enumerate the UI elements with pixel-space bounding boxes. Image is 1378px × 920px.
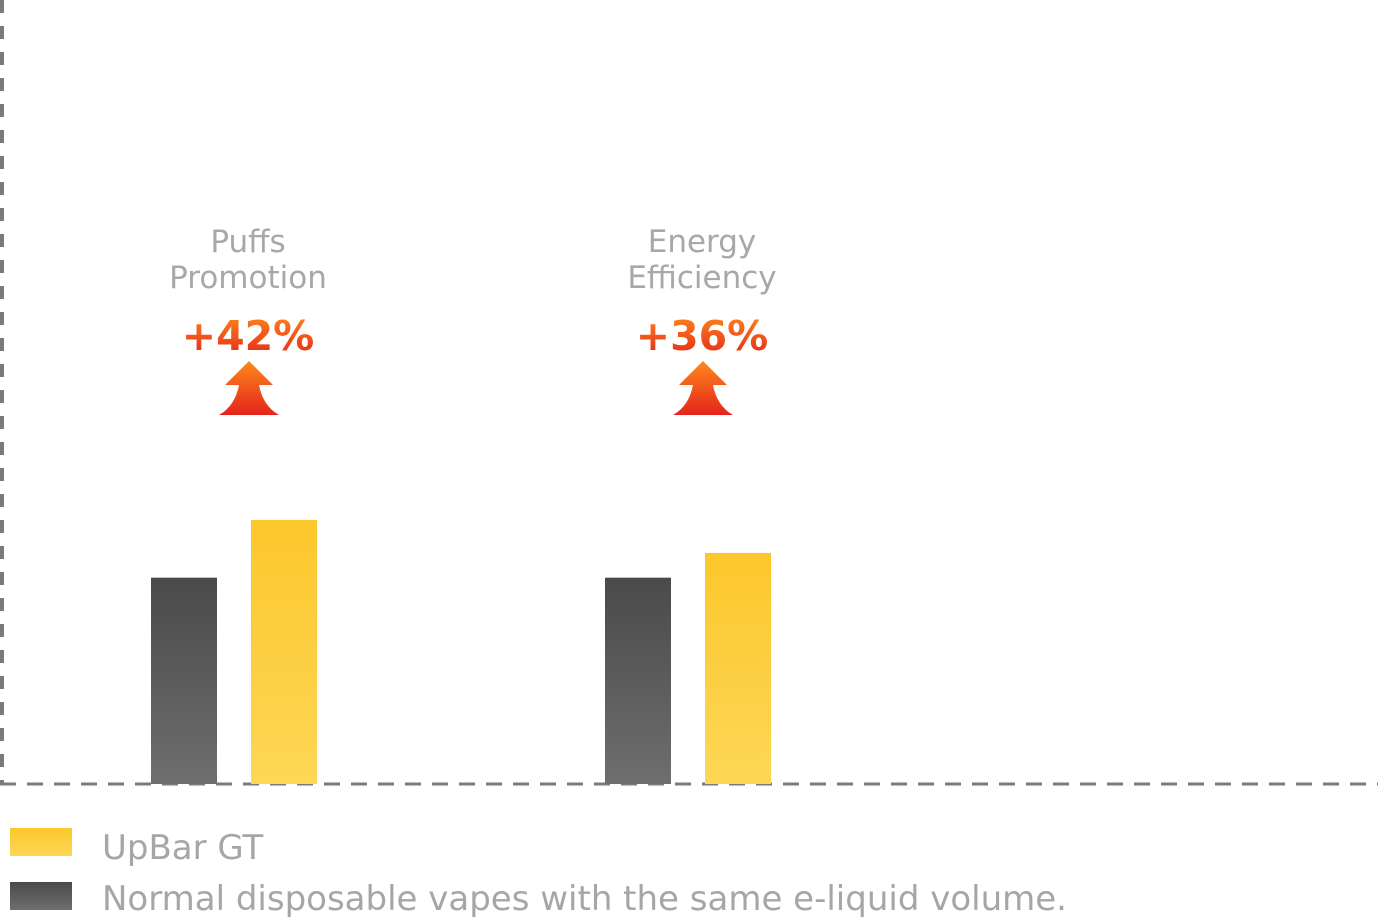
legend-swatch-normal (10, 882, 72, 910)
annotation-value-2: +36% (636, 312, 769, 360)
up-arrow-icon (219, 361, 279, 415)
annotation-title-2-line-2: Efficiency (627, 260, 776, 296)
bars-group (151, 519, 771, 784)
legend-swatch-upbar (10, 828, 72, 856)
legend: UpBar GT Normal disposable vapes with th… (10, 828, 1067, 919)
legend-label-upbar: UpBar GT (102, 828, 264, 868)
bar-upbar-2 (705, 552, 771, 784)
legend-label-normal: Normal disposable vapes with the same e-… (102, 879, 1067, 919)
annotation-value-1: +42% (182, 312, 315, 360)
bar-upbar-1 (251, 519, 317, 784)
annotation-title-1-line-1: Puffs (210, 224, 285, 260)
up-arrow-icon (673, 361, 733, 415)
bar-normal-2 (605, 577, 671, 784)
bar-normal-1 (151, 577, 217, 784)
annotation-title-1-line-2: Promotion (169, 260, 327, 296)
annotation-title-2-line-1: Energy (648, 224, 757, 260)
